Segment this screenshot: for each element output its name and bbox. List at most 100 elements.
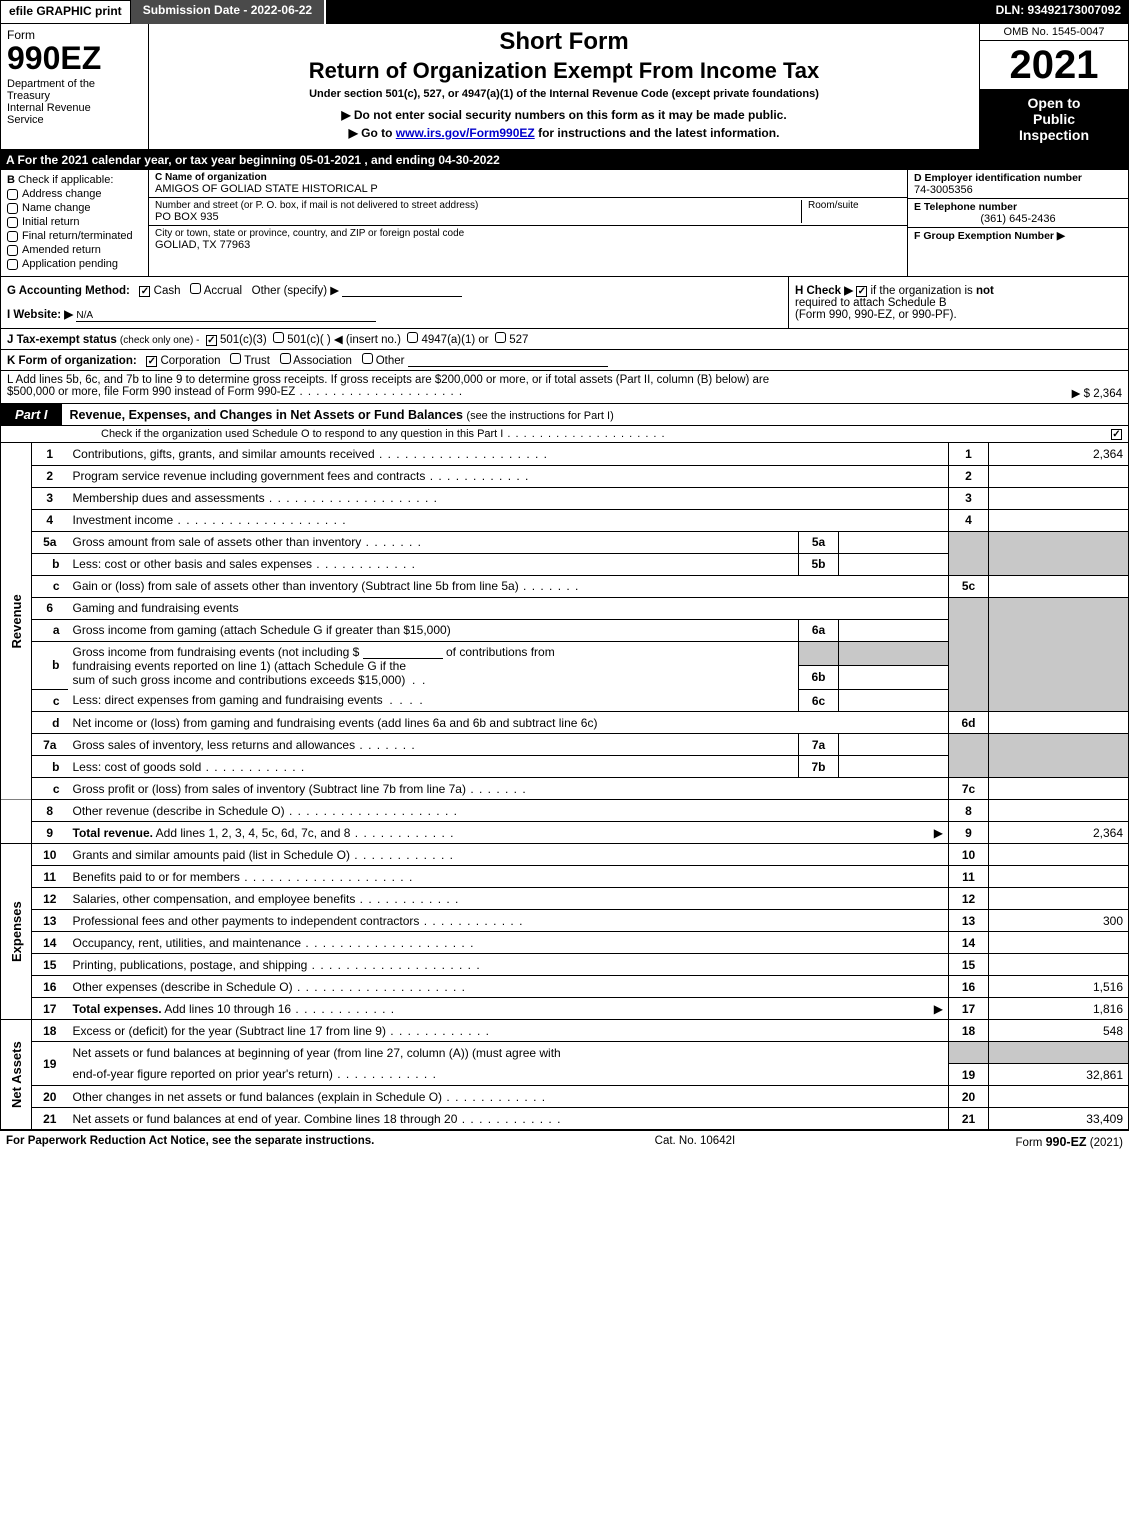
website-value: N/A: [76, 310, 376, 322]
line-right-no: 18: [949, 1020, 989, 1042]
checkbox-schedule-o-icon[interactable]: [1111, 429, 1122, 440]
line-desc: Gross sales of inventory, less returns a…: [68, 734, 799, 756]
checkbox-4947-icon[interactable]: [407, 332, 418, 343]
checkbox-501c3-icon[interactable]: [206, 335, 217, 346]
dots-icon: [355, 892, 459, 906]
table-row: 14 Occupancy, rent, utilities, and maint…: [1, 932, 1129, 954]
line-desc: end-of-year figure reported on prior yea…: [68, 1064, 949, 1086]
dots-icon: [355, 738, 416, 752]
net-assets-side-label: Net Assets: [1, 1020, 32, 1130]
table-row: 9 Total revenue. Add lines 1, 2, 3, 4, 5…: [1, 822, 1129, 844]
ein-value: 74-3005356: [914, 184, 1122, 196]
desc-text: Excess or (deficit) for the year (Subtra…: [73, 1024, 386, 1038]
line-no: 7a: [32, 734, 68, 756]
line-desc: Less: cost of goods sold: [68, 756, 799, 778]
line-mid-val: [839, 734, 949, 756]
ein-row: D Employer identification number 74-3005…: [908, 170, 1128, 199]
l-text2: $500,000 or more, file Form 990 instead …: [7, 386, 295, 398]
org-city-value: GOLIAD, TX 77963: [155, 239, 464, 251]
part-1-sub-text: Check if the organization used Schedule …: [101, 428, 503, 440]
line-no: 1: [32, 443, 68, 465]
cb-label: Name change: [22, 202, 91, 214]
table-row: 19 Net assets or fund balances at beginn…: [1, 1042, 1129, 1064]
line-no: 9: [32, 822, 68, 844]
line-no: 3: [32, 487, 68, 509]
h-line2: required to attach Schedule B: [795, 297, 947, 309]
d-label: D Employer identification number: [914, 172, 1122, 184]
dots-icon: [457, 1112, 561, 1126]
shade-cell: [949, 734, 989, 778]
cb-address-change[interactable]: Address change: [7, 188, 142, 200]
desc-text: Salaries, other compensation, and employ…: [73, 892, 356, 906]
line-desc: Total expenses. Add lines 10 through 16▶: [68, 998, 949, 1020]
dots-icon: [466, 782, 527, 796]
cb-name-change[interactable]: Name change: [7, 202, 142, 214]
j-note: (check only one) -: [120, 335, 199, 346]
table-row: end-of-year figure reported on prior yea…: [1, 1064, 1129, 1086]
line-right-val: [989, 509, 1129, 531]
desc-text: Less: cost or other basis and sales expe…: [73, 557, 312, 571]
desc-text: Other expenses (describe in Schedule O): [73, 980, 293, 994]
i-label: I Website: ▶: [7, 309, 73, 321]
line-desc: Net assets or fund balances at beginning…: [68, 1042, 949, 1064]
line-desc: Gross profit or (loss) from sales of inv…: [68, 778, 949, 800]
table-row: Net Assets 18 Excess or (deficit) for th…: [1, 1020, 1129, 1042]
part-1-sub: Check if the organization used Schedule …: [0, 426, 1129, 443]
cb-initial-return[interactable]: Initial return: [7, 216, 142, 228]
cb-amended-return[interactable]: Amended return: [7, 244, 142, 256]
org-name-value: AMIGOS OF GOLIAD STATE HISTORICAL P: [155, 183, 901, 195]
line-desc: Printing, publications, postage, and shi…: [68, 954, 949, 976]
line-mid-val: [839, 619, 949, 641]
instruction-2: ▶ Go to www.irs.gov/Form990EZ for instru…: [157, 126, 971, 140]
line-no: b: [32, 756, 68, 778]
checkbox-icon: [7, 217, 18, 228]
checkbox-icon: [7, 245, 18, 256]
desc-text: Add lines 1, 2, 3, 4, 5c, 6d, 7c, and 8: [153, 826, 350, 840]
section-a-bar: A For the 2021 calendar year, or tax yea…: [0, 150, 1129, 170]
line-right-no: 6d: [949, 712, 989, 734]
checkbox-501c-icon[interactable]: [273, 332, 284, 343]
checkbox-accrual-icon[interactable]: [190, 283, 201, 294]
desc-text: Contributions, gifts, grants, and simila…: [73, 447, 375, 461]
h-not: not: [976, 285, 994, 297]
checkbox-h-icon[interactable]: [856, 286, 867, 297]
desc-text: Gain or (loss) from sale of assets other…: [73, 579, 519, 593]
desc-text: Program service revenue including govern…: [73, 469, 426, 483]
k-other-fill[interactable]: [408, 355, 608, 367]
line-right-no: 9: [949, 822, 989, 844]
section-def: D Employer identification number 74-3005…: [908, 170, 1128, 276]
dots-icon: [173, 513, 346, 527]
line-desc: Professional fees and other payments to …: [68, 910, 949, 932]
line-right-val: [989, 866, 1129, 888]
footer-left: For Paperwork Reduction Act Notice, see …: [6, 1135, 374, 1149]
desc-text: of contributions from: [446, 645, 555, 659]
line-no: a: [32, 619, 68, 641]
fill-icon[interactable]: [363, 647, 443, 659]
table-row: Revenue 1 Contributions, gifts, grants, …: [1, 443, 1129, 465]
checkbox-cash-icon[interactable]: [139, 286, 150, 297]
desc-bold: Total expenses.: [73, 1002, 162, 1016]
checkbox-assoc-icon[interactable]: [280, 353, 291, 364]
checkbox-corp-icon[interactable]: [146, 356, 157, 367]
g-other-fill[interactable]: [342, 285, 462, 297]
checkbox-trust-icon[interactable]: [230, 353, 241, 364]
line-mid-no: 5b: [799, 553, 839, 575]
line-mid-no: 5a: [799, 531, 839, 553]
section-l: L Add lines 5b, 6c, and 7b to line 9 to …: [0, 371, 1129, 404]
cb-application-pending[interactable]: Application pending: [7, 258, 142, 270]
line-right-no: 14: [949, 932, 989, 954]
desc-text: Other revenue (describe in Schedule O): [73, 804, 285, 818]
dots-icon: [519, 579, 580, 593]
line-desc: Membership dues and assessments: [68, 487, 949, 509]
open-to-public-box: Open to Public Inspection: [980, 89, 1128, 149]
line-desc: Gross amount from sale of assets other t…: [68, 531, 799, 553]
cb-final-return[interactable]: Final return/terminated: [7, 230, 142, 242]
desc-text: Gross income from fundraising events (no…: [73, 645, 360, 659]
line-desc: Occupancy, rent, utilities, and maintena…: [68, 932, 949, 954]
line-right-no: 7c: [949, 778, 989, 800]
checkbox-527-icon[interactable]: [495, 332, 506, 343]
checkbox-other-icon[interactable]: [362, 353, 373, 364]
open-line3: Inspection: [984, 127, 1124, 143]
line-no: 12: [32, 888, 68, 910]
irs-link[interactable]: www.irs.gov/Form990EZ: [396, 126, 535, 140]
